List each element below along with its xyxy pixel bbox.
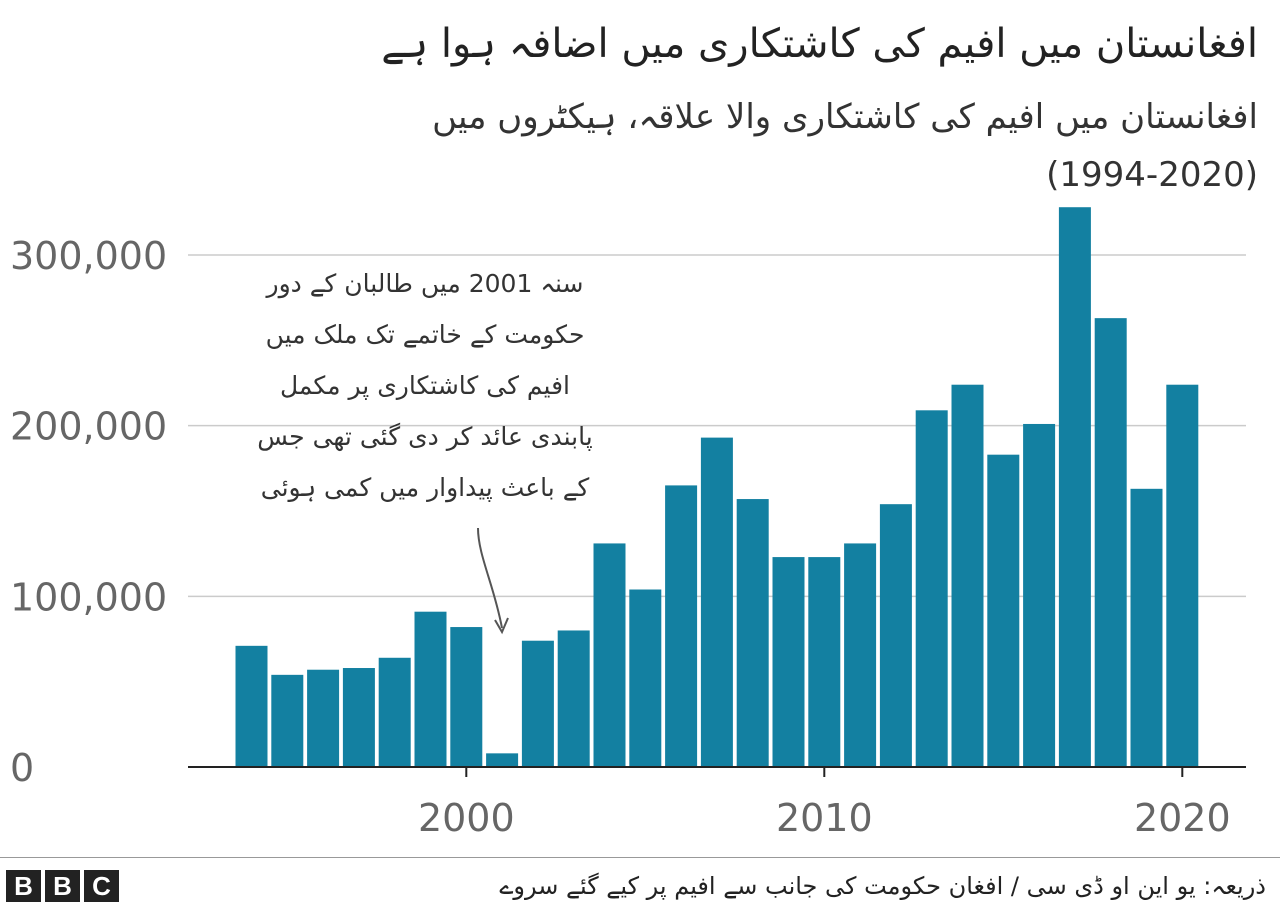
logo-letter: B	[6, 870, 41, 902]
bar-2009	[772, 557, 805, 767]
bar-2018	[1094, 318, 1127, 767]
bar-2005	[629, 589, 662, 767]
bar-2013	[915, 410, 948, 767]
bar-2014	[951, 384, 984, 767]
bar-1997	[342, 668, 375, 767]
x-tick-label: 2010	[776, 796, 873, 840]
bar-2006	[665, 485, 698, 767]
annotation-arrowhead	[494, 617, 509, 635]
subtitle-line-2: (1994-2020)	[1046, 155, 1258, 195]
bar-1995	[271, 674, 304, 767]
bar-1999	[414, 611, 447, 767]
footer-divider	[0, 857, 1280, 858]
bar-2004	[593, 543, 626, 767]
bar-2020	[1166, 384, 1199, 767]
subtitle-line-1: افغانستان میں افیم کی کاشتکاری والا علاق…	[432, 97, 1258, 137]
chart-subtitle: افغانستان میں افیم کی کاشتکاری والا علاق…	[158, 88, 1258, 204]
annotation-arrow	[477, 527, 503, 629]
bar-2015	[987, 454, 1020, 767]
bar-1996	[307, 669, 340, 767]
bar-1998	[378, 657, 411, 767]
bar-2019	[1130, 488, 1163, 767]
source-note: ذریعہ: یو این او ڈی سی / افغان حکومت کی …	[499, 872, 1266, 900]
x-tick-label: 2000	[418, 796, 515, 840]
bar-2002	[521, 640, 554, 767]
annotation-text: سنہ 2001 میں طالبان کے دور حکومت کے خاتم…	[200, 258, 650, 513]
bar-chart: 0 100,000 200,000 300,000 2000 2010 2020	[10, 207, 1246, 840]
y-tick-label: 100,000	[10, 575, 167, 619]
bar-2007	[700, 437, 733, 767]
logo-letter: B	[45, 870, 80, 902]
bar-2010	[808, 557, 841, 767]
y-tick-label: 200,000	[10, 405, 167, 449]
bar-2003	[557, 630, 590, 767]
y-tick-label: 300,000	[10, 234, 167, 278]
bar-2016	[1023, 423, 1056, 767]
logo-letter: C	[84, 870, 119, 902]
bar-1994	[235, 645, 268, 767]
annotation-line: سنہ 2001 میں طالبان کے دور	[266, 269, 584, 298]
bar-2011	[844, 543, 877, 767]
annotation-line: پابندی عائد کر دی گئی تھی جس	[257, 422, 593, 451]
bar-2017	[1058, 207, 1091, 768]
annotation-line: کے باعث پیداوار میں کمی ہوئی	[260, 473, 590, 502]
annotation-line: حکومت کے خاتمے تک ملک میں	[265, 320, 585, 349]
chart-title: افغانستان میں افیم کی کاشتکاری میں اضافہ…	[381, 21, 1258, 67]
x-tick-label: 2020	[1134, 796, 1231, 840]
bar-2000	[450, 627, 483, 767]
bar-2001	[486, 753, 519, 767]
bar-2012	[879, 504, 912, 767]
bar-2008	[736, 499, 769, 767]
bbc-logo: B B C	[6, 870, 119, 902]
annotation-line: افیم کی کاشتکاری پر مکمل	[279, 371, 570, 400]
y-tick-label: 0	[10, 746, 34, 790]
